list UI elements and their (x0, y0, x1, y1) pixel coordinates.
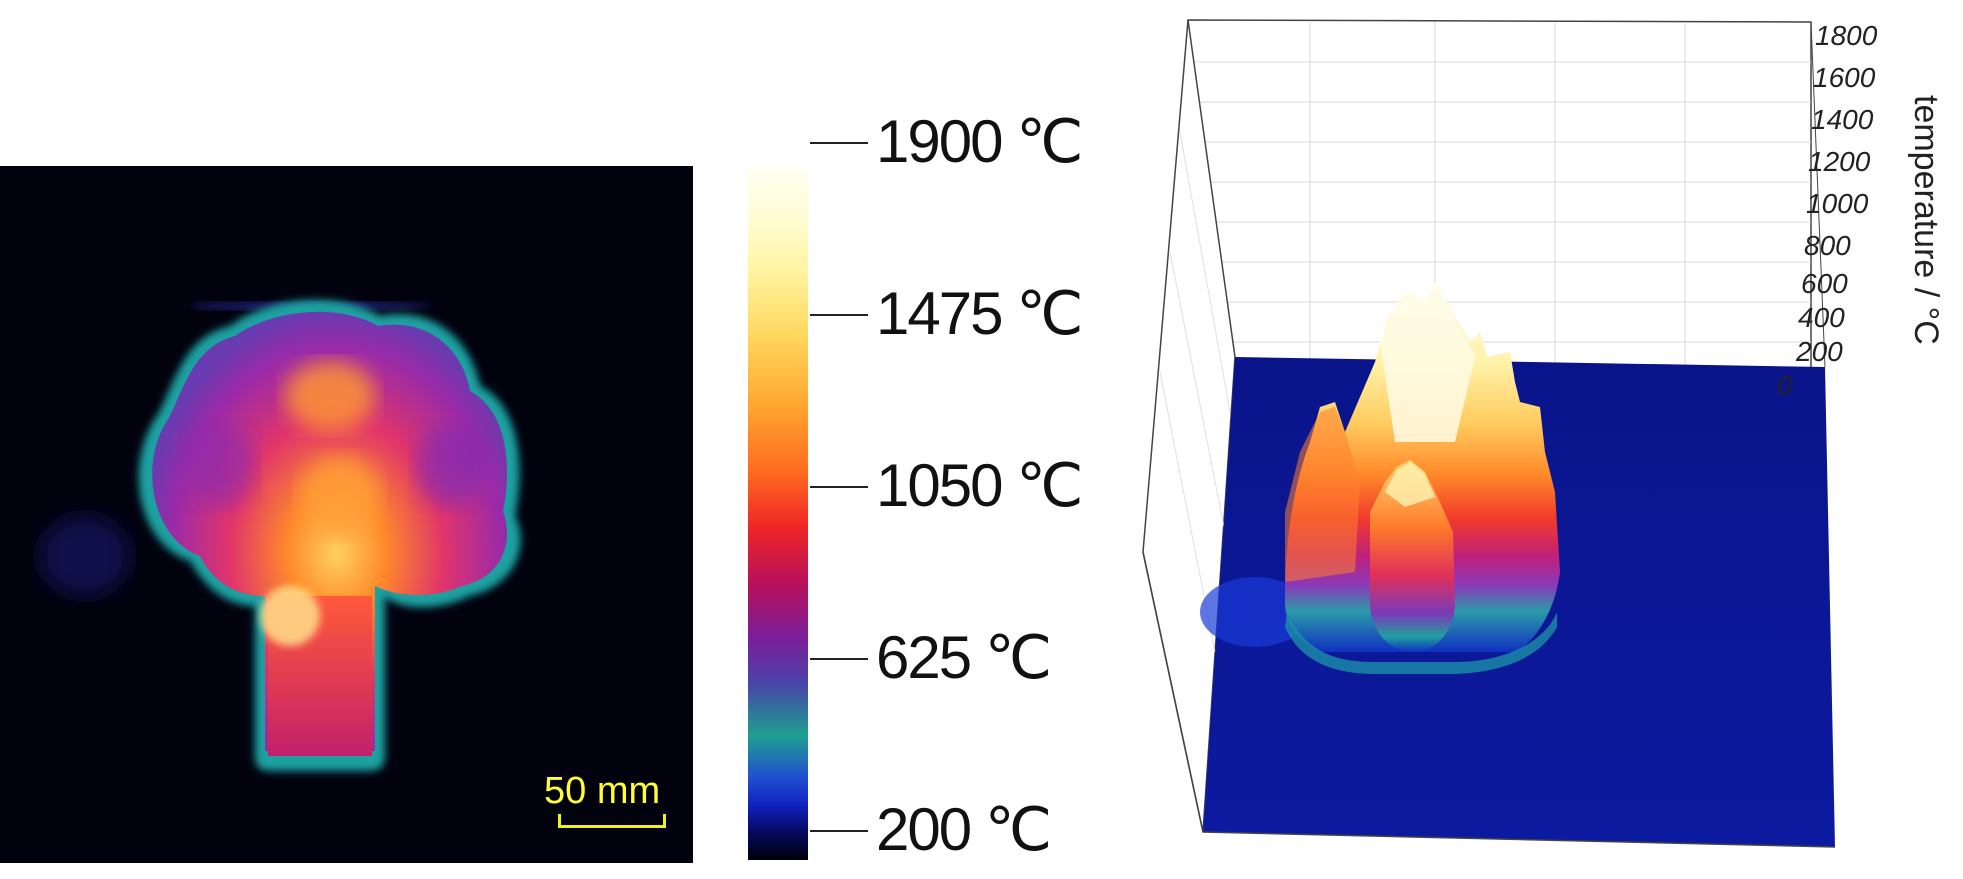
plot-back-wall (1187, 19, 1812, 393)
colorbar-tick (810, 486, 868, 488)
z-tick-label: 0 (1777, 370, 1793, 401)
cool-spot (185, 426, 255, 506)
z-tick-label: 1000 (1806, 188, 1869, 219)
hot-spot (260, 586, 320, 646)
colorbar-label: 1050 ℃ (876, 452, 1084, 519)
colorbar-label: 1475 ℃ (876, 280, 1084, 347)
cool-spot (415, 426, 485, 506)
hot-spot (300, 456, 380, 536)
colorbar-label: 625 ℃ (876, 624, 1052, 691)
z-tick-label: 1200 (1808, 146, 1871, 177)
z-axis-title: temperature / °C (1907, 95, 1945, 345)
z-tick-label: 400 (1798, 302, 1845, 333)
thermal-image: 50 mm (0, 166, 693, 863)
thermal-image-canvas (40, 299, 521, 771)
surface-plot (1135, 12, 1963, 874)
colorbar-tick (810, 658, 868, 660)
z-tick-label: 800 (1804, 230, 1851, 261)
surface-peak (1380, 282, 1475, 442)
colorbar-tick (810, 314, 868, 316)
z-tick-label: 1600 (1813, 62, 1876, 93)
z-tick-label: 200 (1796, 336, 1843, 367)
floor-glow (1200, 577, 1310, 647)
colorbar-label: 1900 ℃ (876, 108, 1084, 175)
colorbar-label: 200 ℃ (876, 796, 1052, 863)
z-tick-label: 600 (1801, 268, 1848, 299)
colorbar-tick (810, 142, 868, 144)
colorbar (748, 168, 808, 860)
z-tick-label: 1800 (1815, 20, 1878, 51)
scale-bar (558, 814, 666, 828)
surface-plot-canvas (1142, 19, 1836, 848)
left-glow (40, 516, 130, 596)
z-tick-label: 1400 (1811, 104, 1874, 135)
colorbar-tick (810, 830, 868, 832)
hot-spot (285, 361, 375, 431)
surface-stem (1370, 460, 1455, 652)
scale-bar-label: 50 mm (544, 770, 661, 812)
